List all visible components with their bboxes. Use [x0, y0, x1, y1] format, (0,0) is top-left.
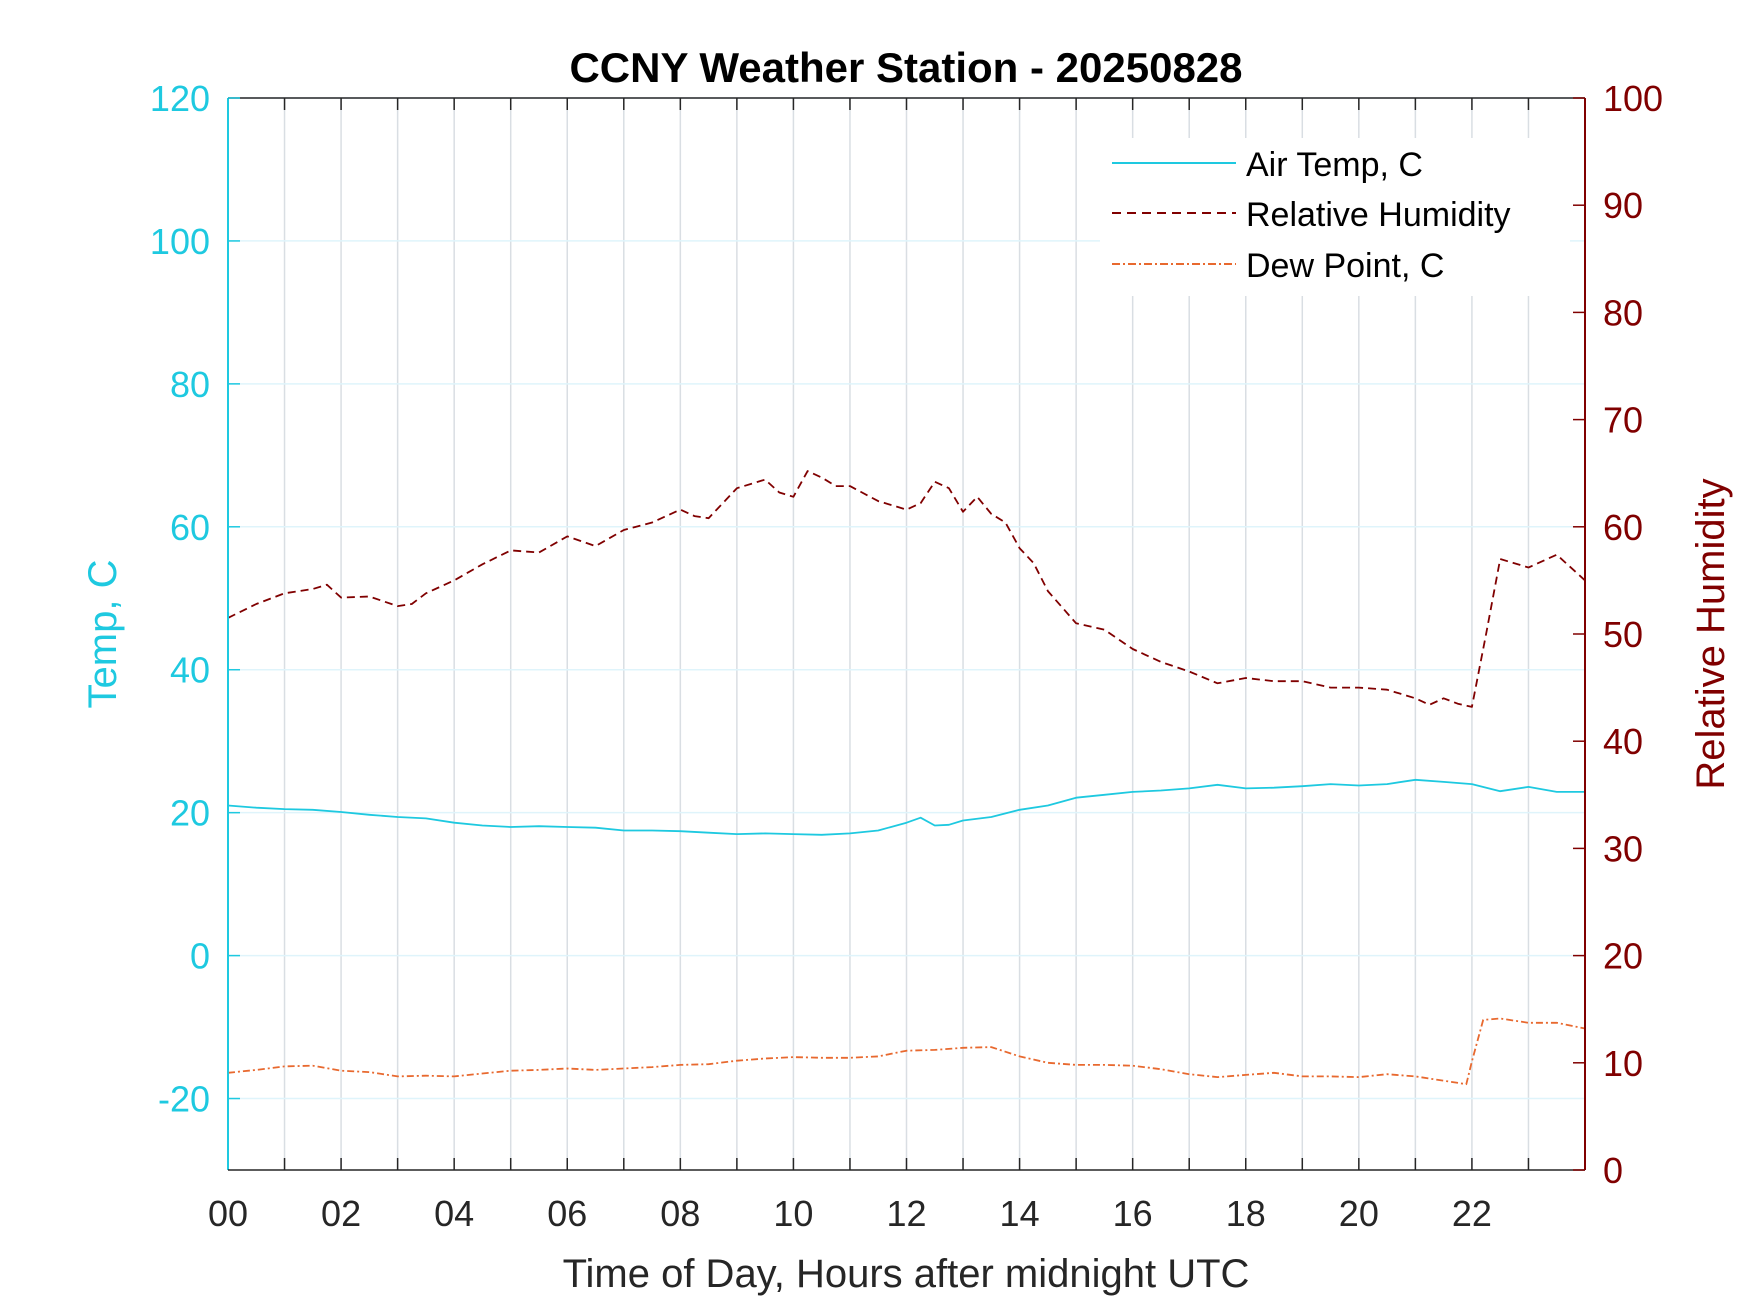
series-relative-humidity	[227, 470, 1586, 708]
y-right-tick-label: 20	[1603, 936, 1643, 977]
y-right-tick-label: 100	[1603, 78, 1663, 119]
series-lines	[227, 470, 1586, 1086]
y-left-tick-label: 120	[150, 78, 210, 119]
tick-labels: 00 02 04 06 08 10 12 14 16 18 20 22-200204060801001…	[150, 78, 1663, 1234]
x-tick-label: 00	[208, 1193, 248, 1234]
y-left-tick-label: 40	[170, 650, 210, 691]
y-right-tick-label: 60	[1603, 507, 1643, 548]
y-left-tick-label: 60	[170, 507, 210, 548]
series-dew-point	[227, 1017, 1586, 1086]
x-tick-label: 10	[773, 1193, 813, 1234]
legend-label-dew-point: Dew Point, C	[1246, 247, 1444, 285]
x-tick-label: 06	[547, 1193, 587, 1234]
y-left-tick-label: 80	[170, 364, 210, 405]
axes	[227, 97, 1586, 1171]
x-tick-label: 04	[434, 1193, 474, 1234]
y-right-tick-label: 0	[1603, 1150, 1623, 1191]
grid-lines	[228, 97, 1585, 1170]
y-right-tick-label: 70	[1603, 400, 1643, 441]
y-axis-left-label: Temp, C	[81, 560, 125, 709]
x-tick-label: 22	[1452, 1193, 1492, 1234]
x-tick-label: 14	[1000, 1193, 1040, 1234]
legend-label-air-temp: Air Temp, C	[1246, 146, 1423, 184]
x-axis-label: Time of Day, Hours after midnight UTC	[563, 1252, 1250, 1296]
x-tick-label: 18	[1226, 1193, 1266, 1234]
y-axis-right-label: Relative Humidity	[1689, 478, 1733, 789]
y-left-tick-label: 20	[170, 793, 210, 834]
legend-box	[1100, 138, 1570, 296]
y-left-tick-label: -20	[158, 1079, 210, 1120]
y-right-tick-label: 40	[1603, 721, 1643, 762]
y-right-tick-label: 90	[1603, 185, 1643, 226]
legend: Air Temp, C Relative Humidity Dew Point,…	[1100, 138, 1570, 296]
y-right-tick-label: 10	[1603, 1043, 1643, 1084]
x-tick-label: 02	[321, 1193, 361, 1234]
y-right-tick-label: 80	[1603, 292, 1643, 333]
series-air-temp	[227, 778, 1585, 836]
x-tick-label: 16	[1113, 1193, 1153, 1234]
y-right-tick-label: 30	[1603, 828, 1643, 869]
chart-title: CCNY Weather Station - 20250828	[569, 44, 1242, 91]
x-tick-label: 12	[886, 1193, 926, 1234]
y-left-tick-label: 100	[150, 221, 210, 262]
y-left-tick-label: 0	[190, 936, 210, 977]
y-right-tick-label: 50	[1603, 614, 1643, 655]
x-tick-label: 20	[1339, 1193, 1379, 1234]
x-tick-label: 08	[660, 1193, 700, 1234]
legend-label-humidity: Relative Humidity	[1246, 196, 1511, 234]
